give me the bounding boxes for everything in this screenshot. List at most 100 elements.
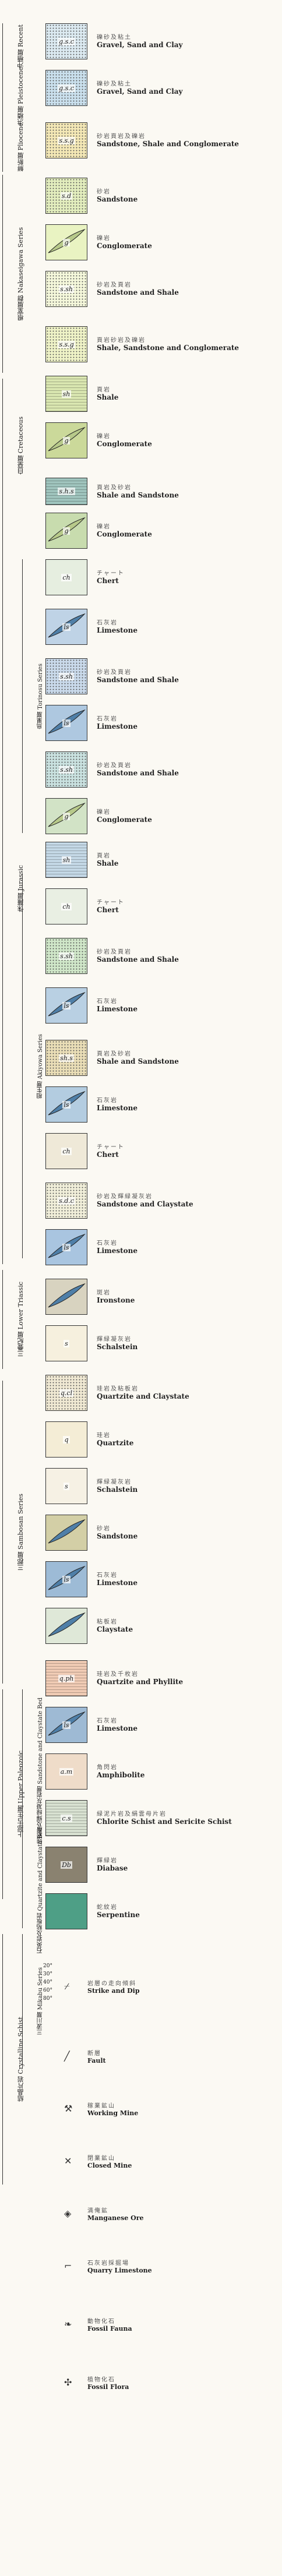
lithology-swatch[interactable]: g.s.c <box>45 23 87 59</box>
lithology-label: 緑泥片岩及絹雲母片岩 Chlorite Schist and Sericite S… <box>97 1809 232 1826</box>
lithology-en: Sandstone and Shale <box>97 955 179 964</box>
lithology-swatch[interactable]: s.h.s <box>45 478 87 505</box>
lithology-swatch[interactable]: s.s.g <box>45 122 87 158</box>
lithology-swatch[interactable]: ch <box>45 1133 87 1169</box>
lithology-swatch[interactable]: ls <box>45 987 87 1024</box>
lithology-swatch[interactable]: g.s.c <box>45 70 87 106</box>
lithology-en: Gravel, Sand and Clay <box>97 41 183 49</box>
swatch-code: ls <box>62 1001 70 1010</box>
lithology-swatch[interactable] <box>45 1608 87 1644</box>
symbol-jp: 閉業鉱山 <box>87 2155 115 2162</box>
lithology-swatch[interactable]: sh <box>45 376 87 412</box>
swatch-code: ls <box>62 1100 70 1109</box>
lithology-jp: 砂岩頁岩及礫岩 <box>97 133 146 140</box>
lithology-swatch[interactable]: s.s.g <box>45 326 87 362</box>
lithology-swatch[interactable] <box>45 1515 87 1551</box>
lithology-swatch[interactable]: ch <box>45 559 87 595</box>
swatch-code: s.d.c <box>58 1197 75 1205</box>
lithology-en: Limestone <box>97 1579 138 1587</box>
strike-dip-value: 30° <box>43 1971 52 1977</box>
symbol-jp: 動物化石 <box>87 2319 115 2325</box>
lithology-swatch[interactable]: a.m <box>45 1753 87 1790</box>
swatch-code: q <box>63 1435 70 1444</box>
lithology-swatch[interactable]: ls <box>45 1086 87 1123</box>
lithology-swatch[interactable]: g <box>45 798 87 834</box>
lithology-swatch[interactable] <box>45 1279 87 1315</box>
lithology-en: Schalstein <box>97 1343 138 1351</box>
lithology-swatch[interactable]: g <box>45 513 87 549</box>
map-symbol-label: 石灰岩採掘場 Quarry Limestone <box>87 2258 152 2274</box>
lithology-en: Quartzite and Claystate <box>97 1392 189 1400</box>
lithology-en: Quartzite <box>97 1439 134 1447</box>
lithology-label: 石灰岩 Limestone <box>97 1238 138 1255</box>
lithology-swatch[interactable]: Db <box>45 1847 87 1883</box>
lithology-swatch[interactable]: s.d <box>45 178 87 214</box>
symbol-jp: 満俺鉱 <box>87 2208 108 2214</box>
lithology-label: 石灰岩 Limestone <box>97 996 138 1013</box>
lithology-jp: 石灰岩 <box>97 998 118 1005</box>
lithology-label: 礫岩 Conglomerate <box>97 431 152 448</box>
lithology-jp: 珪岩 <box>97 1432 111 1439</box>
lithology-swatch[interactable] <box>45 1893 87 1929</box>
map-symbol-icon: ✣ <box>64 2377 72 2388</box>
swatch-code: ls <box>62 1575 70 1583</box>
lithology-label: 砂岩及頁岩 Sandstone and Shale <box>97 280 179 297</box>
symbol-jp: 断層 <box>87 2051 101 2057</box>
lithology-swatch[interactable]: c.s <box>45 1800 87 1836</box>
lithology-swatch[interactable]: q <box>45 1421 87 1458</box>
lithology-label: 蛇紋岩 Serpentine <box>97 1902 140 1919</box>
lithology-label: 礫砂及粘土 Gravel, Sand and Clay <box>97 32 183 49</box>
lithology-label: 頁岩 Shale <box>97 384 118 401</box>
lithology-swatch[interactable]: ch <box>45 888 87 924</box>
lithology-swatch[interactable]: ls <box>45 1561 87 1597</box>
lithology-en: Shale and Sandstone <box>97 1057 179 1065</box>
swatch-code: s <box>64 1482 69 1490</box>
lithology-jp: 石灰岩 <box>97 620 118 626</box>
swatch-code: g <box>63 527 70 535</box>
lithology-label: 礫岩 Conglomerate <box>97 233 152 250</box>
lithology-jp: 石灰岩 <box>97 1572 118 1579</box>
lithology-en: Claystate <box>97 1625 133 1633</box>
swatch-code: q.ph <box>58 1674 75 1682</box>
lithology-swatch[interactable]: ls <box>45 1707 87 1743</box>
lithology-swatch[interactable]: ls <box>45 609 87 645</box>
age-group-label: 三疊紀層 Lower Triassic <box>17 1282 24 1357</box>
swatch-code: ch <box>61 573 72 581</box>
lithology-swatch[interactable]: q.cl <box>45 1375 87 1411</box>
lithology-swatch[interactable]: sh <box>45 842 87 878</box>
lithology-swatch[interactable]: s.d.c <box>45 1183 87 1219</box>
lithology-swatch[interactable]: s <box>45 1468 87 1504</box>
lithology-en: Ironstone <box>97 1296 135 1304</box>
lithology-swatch[interactable]: ls <box>45 1229 87 1265</box>
lithology-swatch[interactable]: g <box>45 224 87 260</box>
lithology-jp: 輝緑凝灰岩 <box>97 1336 132 1343</box>
lithology-swatch[interactable]: s.sh <box>45 938 87 974</box>
lithology-en: Conglomerate <box>97 530 152 538</box>
lithology-label: 頁岩 Shale <box>97 851 118 867</box>
series-label: 鳥巣層 Torinosu Series <box>37 663 44 729</box>
map-symbol-icon: ⌿ <box>64 1981 70 1992</box>
lithology-label: 砂岩 Sandstone <box>97 1523 138 1540</box>
lithology-swatch[interactable]: s.sh <box>45 658 87 694</box>
lithology-swatch[interactable]: ls <box>45 705 87 741</box>
swatch-lens-mark <box>48 1612 86 1637</box>
symbol-jp: 稼業鉱山 <box>87 2103 115 2109</box>
age-group-label: 三郡層 Sambosan Series <box>17 1493 24 1571</box>
lithology-en: Chert <box>97 577 119 585</box>
lithology-jp: 蛇紋岩 <box>97 1904 118 1911</box>
lithology-swatch[interactable]: s.sh <box>45 751 87 788</box>
lithology-swatch[interactable]: g <box>45 422 87 458</box>
lithology-en: Conglomerate <box>97 440 152 448</box>
lithology-en: Conglomerate <box>97 242 152 250</box>
lithology-swatch[interactable]: sh.s <box>45 1040 87 1076</box>
lithology-swatch[interactable]: q.ph <box>45 1660 87 1696</box>
lithology-swatch[interactable]: s.sh <box>45 271 87 307</box>
lithology-en: Limestone <box>97 1005 138 1013</box>
symbol-en: Fossil Flora <box>87 2383 129 2391</box>
age-group-label: 鮮新層 Pliocene <box>17 122 24 172</box>
lithology-swatch[interactable]: s <box>45 1325 87 1361</box>
lithology-en: Sandstone and Claystate <box>97 1200 193 1208</box>
lithology-jp: 角閃岩 <box>97 1765 118 1771</box>
lithology-label: 輝緑凝灰岩 Schalstein <box>97 1334 138 1351</box>
